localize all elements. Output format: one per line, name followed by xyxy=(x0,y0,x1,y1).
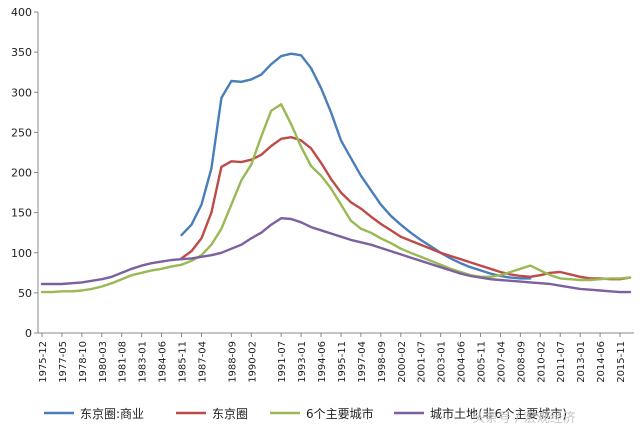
x-axis-ticks: 1975-12 1977-05 1978-10 1980-03 1981-08 1983-… xyxy=(38,333,627,383)
series-line xyxy=(180,52,532,280)
axes xyxy=(37,12,634,334)
y-tick-label: 350 xyxy=(11,46,32,59)
x-tick-label: 1998-09 xyxy=(377,341,388,383)
x-tick-label: 2003-01 xyxy=(437,341,448,383)
x-tick-label: 2005-11 xyxy=(477,341,488,383)
x-tick-label: 1990-02 xyxy=(247,341,258,383)
x-tick-label: 2008-09 xyxy=(516,341,527,383)
x-tick-label: 1983-01 xyxy=(138,341,149,383)
x-tick-label: 1978-10 xyxy=(78,341,89,383)
y-tick-label: 150 xyxy=(11,207,32,220)
y-tick-label: 100 xyxy=(11,247,32,260)
y-tick-label: 0 xyxy=(25,327,32,340)
x-tick-label: 2001-07 xyxy=(417,341,428,383)
y-tick-label: 200 xyxy=(11,167,32,180)
legend-label: 6个主要城市 xyxy=(306,406,374,421)
series-lines xyxy=(40,52,632,294)
x-tick-label: 2013-01 xyxy=(576,341,587,383)
x-tick-label: 2007-04 xyxy=(496,341,507,383)
y-tick-label: 50 xyxy=(18,287,32,300)
x-tick-label: 2011-07 xyxy=(556,341,567,383)
x-tick-label: 2014-06 xyxy=(596,341,607,383)
legend: 东京圈:商业 东京圈 6个主要城市 城市土地(非6个主要城市) xyxy=(44,406,567,421)
x-tick-label: 2004-06 xyxy=(457,341,468,383)
y-tick-label: 300 xyxy=(11,86,32,99)
x-tick-label: 1995-11 xyxy=(337,341,348,383)
x-tick-label: 1984-06 xyxy=(158,341,169,383)
legend-label: 东京圈:商业 xyxy=(80,406,144,421)
x-tick-label: 1988-09 xyxy=(227,341,238,383)
x-tick-label: 1975-12 xyxy=(38,341,49,383)
x-tick-label: 1985-11 xyxy=(178,341,189,383)
x-tick-label: 1994-06 xyxy=(317,341,328,383)
x-tick-label: 2000-02 xyxy=(397,341,408,383)
x-tick-label: 1981-08 xyxy=(118,341,129,383)
x-tick-label: 1991-07 xyxy=(277,341,288,383)
x-tick-label: 1987-04 xyxy=(197,341,208,383)
y-axis-ticks: 0 50 100 150 200 250 300 350 400 xyxy=(11,6,38,340)
y-tick-label: 250 xyxy=(11,126,32,139)
watermark: 头条号 / 宏观经济 xyxy=(472,411,576,426)
x-tick-label: 1977-05 xyxy=(58,341,69,383)
x-tick-label: 2015-11 xyxy=(616,341,627,383)
legend-label: 城市土地(非6个主要城市) xyxy=(430,406,567,421)
legend-label: 东京圈 xyxy=(212,407,248,421)
y-tick-label: 400 xyxy=(11,6,32,19)
series-line xyxy=(40,103,632,294)
series-line xyxy=(180,136,632,281)
x-tick-label: 1980-03 xyxy=(98,341,109,383)
x-tick-label: 1993-01 xyxy=(297,341,308,383)
series-line xyxy=(40,217,632,294)
x-tick-label: 2010-02 xyxy=(536,341,547,383)
x-tick-label: 1997-04 xyxy=(357,341,368,383)
